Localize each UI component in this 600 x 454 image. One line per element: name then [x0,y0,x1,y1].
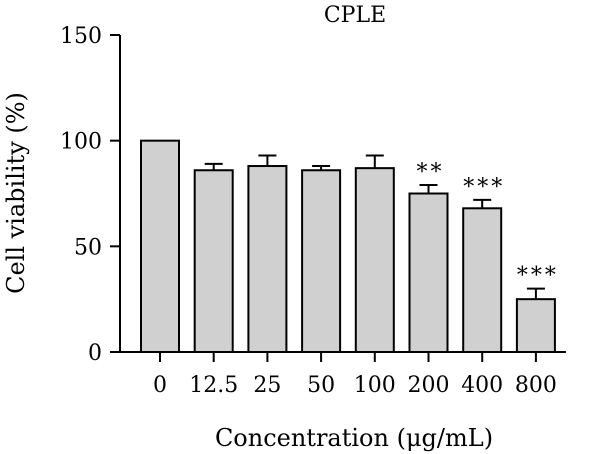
bar-200 [408,192,449,353]
bar-25 [247,165,288,353]
significance-label-800: *** [517,264,559,289]
x-tick-label: 0 [153,373,167,398]
significance-label-400: *** [463,175,505,200]
y-tick-label: 100 [60,130,102,155]
x-tick-label: 25 [253,373,281,398]
x-tick-label: 400 [461,373,503,398]
x-axis-label: Concentration (μg/mL) [215,424,493,452]
x-tick-label: 800 [515,373,557,398]
plot-area: 0 50 100 150 0 12.5 25 50 100 200 ** 400 *** 800 *** [60,24,566,398]
y-tick-label: 150 [60,24,102,49]
bar-800 [515,298,556,353]
significance-label-200: ** [417,160,445,185]
x-tick-label: 100 [354,373,396,398]
chart-title: CPLE [324,3,386,28]
x-tick-label: 50 [307,373,335,398]
bar-100 [354,167,395,353]
bar-0 [140,139,180,353]
y-axis-label: Cell viability (%) [2,92,30,294]
x-tick-label: 12.5 [189,373,238,398]
y-tick-label: 50 [74,235,102,260]
bar-12.5 [193,169,234,353]
x-tick-label: 200 [408,373,450,398]
y-tick-label: 0 [88,341,102,366]
bar-400 [462,207,503,353]
bar-50 [301,169,342,353]
